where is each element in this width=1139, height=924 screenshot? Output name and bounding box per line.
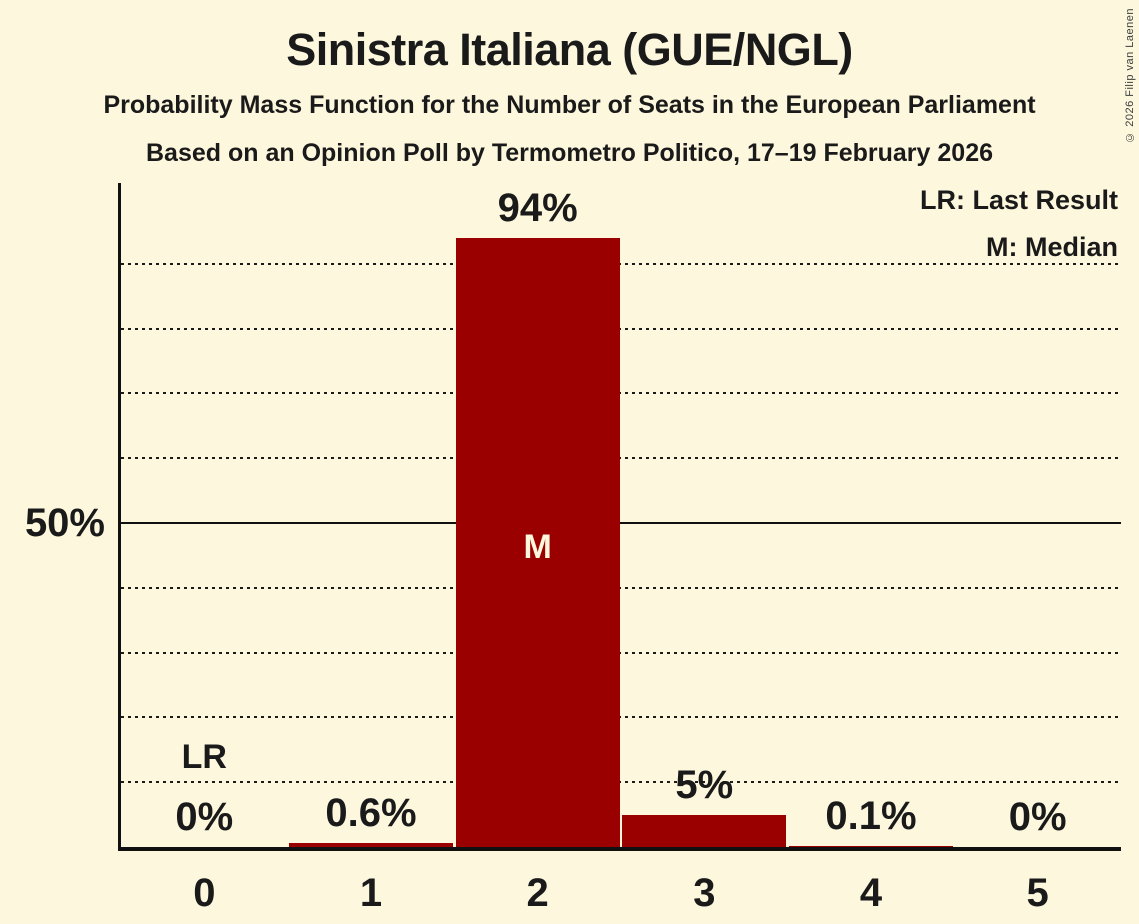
x-tick-label-1: 1	[359, 871, 383, 915]
bar-value-label-seat-0: 0%	[175, 795, 234, 839]
annotation-m: M	[523, 528, 552, 566]
chart-subtitle: Probability Mass Function for the Number…	[103, 91, 1036, 119]
gridline-90pct	[121, 262, 1121, 265]
bar-seat-1	[289, 843, 453, 847]
plot-area: 0% 0 0.6% 1 94% 2 5% 3 0.1% 4 0% 5 LR M	[118, 183, 1121, 913]
gridline-50pct-solid	[121, 522, 1121, 524]
legend-median: M: Median	[986, 232, 1118, 262]
bar-seat-4	[789, 846, 953, 847]
bar-value-label-seat-3: 5%	[675, 762, 734, 807]
x-tick-label-4: 4	[859, 871, 883, 915]
bar-value-label-seat-1: 0.6%	[325, 791, 417, 836]
gridline-30pct	[121, 651, 1121, 654]
x-tick-label-3: 3	[693, 871, 716, 915]
bar-seat-3	[622, 814, 787, 847]
x-tick-label-5: 5	[1026, 871, 1049, 915]
gridline-20pct	[121, 716, 1121, 719]
gridline-80pct	[121, 327, 1121, 330]
chart-poll-source: Based on an Opinion Poll by Termometro P…	[146, 139, 993, 167]
copyright-notice: © 2026 Filip van Laenen	[1124, 8, 1136, 143]
gridline-70pct	[121, 392, 1121, 395]
bar-seat-2	[455, 237, 620, 847]
y-axis-tick-label: 50%	[24, 501, 105, 545]
gridline-60pct	[121, 457, 1121, 460]
legend: LR: Last Result M: Median	[920, 183, 1118, 277]
x-tick-label-0: 0	[193, 871, 216, 915]
gridline-40pct	[121, 586, 1121, 589]
x-tick-label-2: 2	[526, 871, 549, 915]
bar-value-label-seat-5: 0%	[1008, 795, 1067, 839]
legend-last-result: LR: Last Result	[919, 185, 1118, 215]
bar-value-label-seat-4: 0.1%	[825, 794, 917, 839]
chart-title: Sinistra Italiana (GUE/NGL)	[286, 24, 853, 75]
bar-value-label-seat-2: 94%	[497, 185, 578, 230]
gridline-10pct	[121, 781, 1121, 784]
annotation-lr: LR	[181, 738, 227, 776]
